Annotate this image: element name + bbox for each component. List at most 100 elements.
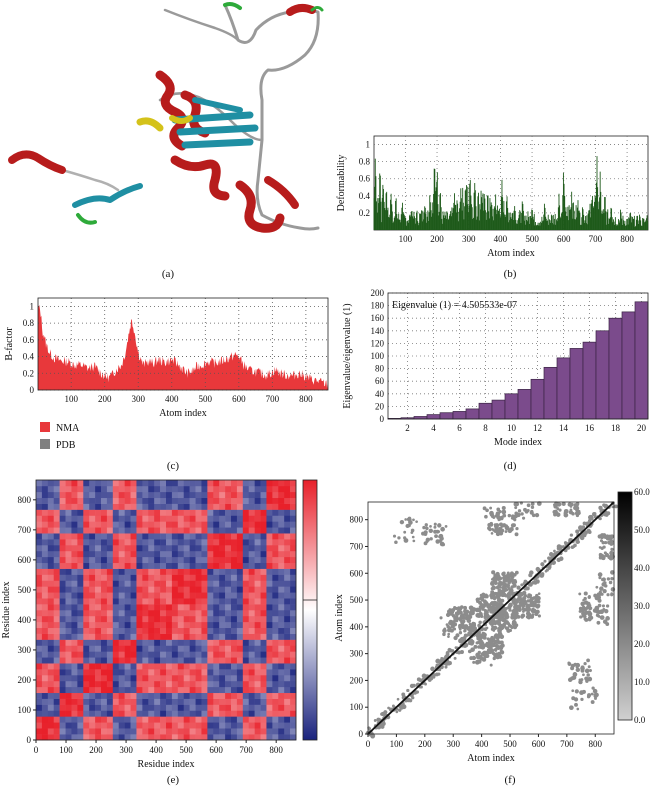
colorbar-tick-label: 10.0 bbox=[634, 677, 650, 687]
heatmap-cell bbox=[207, 539, 214, 546]
contact-dot bbox=[520, 512, 524, 516]
heatmap-cell bbox=[53, 515, 60, 522]
heatmap-cell bbox=[225, 722, 232, 729]
heatmap-cell bbox=[290, 669, 297, 676]
heatmap-cell bbox=[260, 586, 267, 593]
heatmap-cell bbox=[242, 480, 250, 487]
contact-dot bbox=[610, 576, 614, 581]
heatmap-cell bbox=[142, 568, 149, 575]
heatmap-cell bbox=[225, 568, 232, 575]
heatmap-cell bbox=[36, 562, 43, 569]
heatmap-cell bbox=[248, 485, 255, 493]
contact-map-panel: 0 100 200 300 400 500 600 700 800 0 100 200 300 400 50… bbox=[330, 488, 654, 772]
heatmap-cell bbox=[290, 657, 297, 664]
heatmap-cell bbox=[272, 657, 279, 664]
heatmap-cell bbox=[213, 521, 220, 528]
contact-dot bbox=[601, 577, 606, 582]
heatmap-cell bbox=[195, 704, 202, 711]
heatmap-cell bbox=[201, 568, 208, 575]
heatmap-cell bbox=[77, 550, 84, 558]
heatmap-cell bbox=[236, 698, 244, 705]
heatmap-cell bbox=[254, 592, 261, 599]
heatmap-cell bbox=[154, 580, 161, 587]
x-tick-label: 800 bbox=[269, 745, 283, 755]
heatmap-cell bbox=[95, 568, 102, 575]
heatmap-cell bbox=[106, 728, 114, 735]
heatmap-cell bbox=[112, 521, 120, 528]
heatmap-cell bbox=[195, 592, 202, 599]
heatmap-cell bbox=[242, 574, 250, 581]
heatmap-cell bbox=[89, 497, 96, 504]
heatmap-cell bbox=[290, 545, 297, 552]
heatmap-cell bbox=[106, 604, 114, 611]
contact-dot bbox=[586, 658, 590, 663]
heatmap-cell bbox=[59, 722, 66, 729]
heatmap-cell bbox=[231, 515, 238, 522]
heatmap-cell bbox=[166, 645, 173, 652]
contact-dot bbox=[431, 673, 436, 678]
heatmap-cell bbox=[231, 645, 238, 652]
heatmap-cell bbox=[124, 704, 131, 711]
heatmap-cell bbox=[59, 521, 66, 528]
heatmap-cell bbox=[231, 556, 238, 564]
heatmap-cell bbox=[278, 485, 285, 493]
heatmap-cell bbox=[183, 651, 190, 658]
heatmap-cell bbox=[290, 562, 297, 569]
legend-swatch-nma bbox=[40, 422, 50, 432]
heatmap-cell bbox=[236, 639, 244, 646]
heatmap-cell bbox=[53, 497, 60, 504]
heatmap-cell bbox=[266, 663, 273, 670]
heatmap-cell bbox=[77, 663, 84, 670]
heatmap-cell bbox=[236, 485, 244, 493]
heatmap-cell bbox=[130, 527, 137, 534]
heatmap-cell bbox=[183, 722, 190, 729]
heatmap-cell bbox=[236, 621, 244, 629]
x-tick-label: 700 bbox=[239, 745, 253, 755]
heatmap-cell bbox=[47, 610, 55, 617]
heatmap-cell bbox=[278, 651, 285, 658]
heatmap-cell bbox=[219, 503, 226, 510]
heatmap-cell bbox=[47, 716, 55, 723]
heatmap-cell bbox=[106, 734, 114, 741]
heatmap-cell bbox=[53, 651, 60, 658]
heatmap-cell bbox=[112, 545, 120, 552]
heatmap-cell bbox=[101, 698, 108, 705]
contact-dot bbox=[444, 654, 449, 659]
contact-dot bbox=[603, 540, 608, 545]
heatmap-cell bbox=[77, 485, 84, 493]
heatmap-cell bbox=[177, 675, 185, 682]
heatmap-cell bbox=[231, 704, 238, 711]
heatmap-cell bbox=[89, 556, 96, 564]
contact-dot bbox=[507, 578, 512, 583]
heatmap-cell bbox=[201, 698, 208, 705]
heatmap-cell bbox=[171, 610, 179, 617]
heatmap-cell bbox=[112, 710, 120, 717]
x-tick-label: 2 bbox=[405, 423, 410, 433]
heatmap-cell bbox=[148, 515, 155, 522]
contact-dot bbox=[413, 690, 417, 695]
heatmap-cell bbox=[171, 645, 179, 652]
heatmap-cell bbox=[242, 651, 250, 658]
heatmap-cell bbox=[95, 545, 102, 552]
heatmap-cell bbox=[112, 580, 120, 587]
heatmap-cell bbox=[284, 698, 291, 705]
heatmap-cell bbox=[189, 556, 196, 564]
heatmap-cell bbox=[183, 527, 190, 534]
x-tick-label: 6 bbox=[457, 423, 462, 433]
heatmap-cell bbox=[231, 533, 238, 540]
heatmap-cell bbox=[83, 503, 90, 510]
contact-dot bbox=[433, 522, 437, 526]
heatmap-cell bbox=[71, 545, 78, 552]
heatmap-cell bbox=[189, 722, 196, 729]
heatmap-cell bbox=[183, 669, 190, 676]
heatmap-cell bbox=[142, 550, 149, 558]
heatmap-cell bbox=[266, 615, 273, 623]
contact-dot bbox=[457, 650, 462, 655]
heatmap-cell bbox=[242, 633, 250, 640]
heatmap-cell bbox=[83, 550, 90, 558]
heatmap-cell bbox=[148, 686, 155, 694]
heatmap-cell bbox=[136, 716, 143, 723]
heatmap-cell bbox=[195, 480, 202, 487]
heatmap-cell bbox=[260, 728, 267, 735]
